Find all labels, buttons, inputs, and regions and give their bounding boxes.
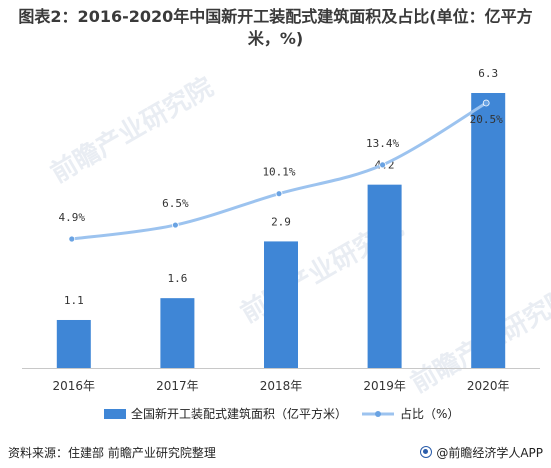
share-point [171,221,179,229]
share-point [275,190,283,198]
share-value-label: 4.9% [59,211,86,224]
bar-2016年 [56,319,91,368]
share-point [379,161,387,169]
x-tick-label: 2019年 [363,379,406,393]
chart-title-line1: 图表2：2016-2020年中国新开工装配式建筑面积及占比(单位：亿平方 [18,7,533,26]
x-tick-label: 2016年 [53,379,96,393]
brand-logo-icon [420,446,433,458]
share-value-label: 13.4% [366,137,399,150]
x-tick-label: 2020年 [467,379,510,393]
chart-title: 图表2：2016-2020年中国新开工装配式建筑面积及占比(单位：亿平方 米，%… [0,6,551,50]
brand-credit: @前瞻经济学人APP [420,444,543,461]
bar-value-label: 2.9 [271,215,291,228]
footer: 资料来源：住建部 前瞻产业研究院整理 @前瞻经济学人APP [8,442,543,462]
bar-2019年 [367,184,402,368]
share-value-label: 6.5% [162,197,189,210]
bar-value-label: 6.3 [478,67,498,80]
bar-value-label: 1.1 [64,294,84,307]
x-tick-label: 2017年 [156,379,199,393]
legend-label-line: 占比（%） [400,406,459,421]
share-value-label: 20.5% [470,113,503,126]
source-note: 资料来源：住建部 前瞻产业研究院整理 [8,445,216,460]
bar-2020年 [471,93,506,368]
legend-swatch-bar [104,409,126,419]
x-tick-label: 2018年 [260,379,303,393]
bar-2017年 [160,298,195,368]
share-point [68,235,76,243]
share-point [482,99,490,107]
legend-swatch-marker [375,411,381,417]
chart-area: 1.12016年1.62017年2.92018年4.22019年6.32020年… [22,67,540,421]
share-value-label: 10.1% [262,166,295,179]
bar-value-label: 1.6 [167,272,187,285]
legend-label-bar: 全国新开工装配式建筑面积（亿平方米） [131,406,347,421]
bar-2018年 [264,241,298,368]
chart-title-line2: 米，%) [247,29,304,48]
brand-credit-label: @前瞻经济学人APP [436,445,543,460]
